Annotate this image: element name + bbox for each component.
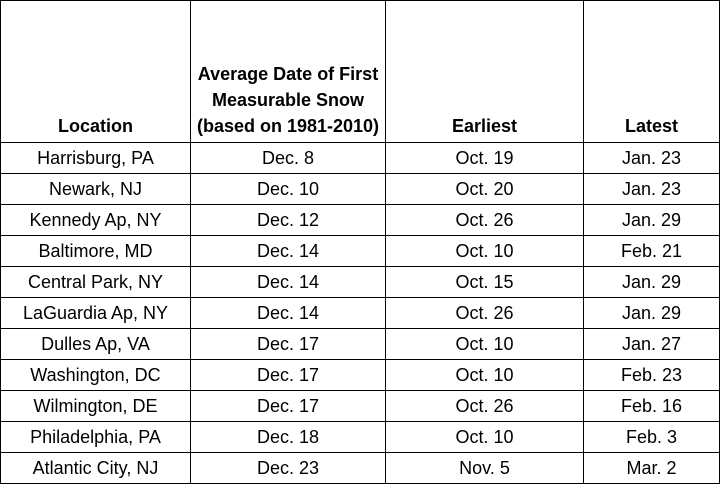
table-cell: Dec. 12 — [190, 204, 386, 236]
table-cell: Oct. 20 — [385, 173, 584, 205]
table-cell: Jan. 29 — [583, 204, 720, 236]
table-cell: Feb. 3 — [583, 421, 720, 453]
table-cell: Dec. 14 — [190, 235, 386, 267]
table-cell: Oct. 26 — [385, 390, 584, 422]
table-cell: Feb. 21 — [583, 235, 720, 267]
table-cell: Newark, NJ — [0, 173, 191, 205]
table-row: Kennedy Ap, NY Dec. 12 Oct. 26 Jan. 29 — [0, 204, 720, 236]
table-cell: Oct. 19 — [385, 142, 584, 174]
table-cell: LaGuardia Ap, NY — [0, 297, 191, 329]
table-cell: Washington, DC — [0, 359, 191, 391]
table-cell: Dec. 14 — [190, 266, 386, 298]
table-cell: Oct. 10 — [385, 421, 584, 453]
table-cell: Jan. 23 — [583, 173, 720, 205]
table-cell: Baltimore, MD — [0, 235, 191, 267]
table-cell: Atlantic City, NJ — [0, 452, 191, 484]
table-row: Wilmington, DE Dec. 17 Oct. 26 Feb. 16 — [0, 390, 720, 422]
table-cell: Dec. 18 — [190, 421, 386, 453]
table-row: Dulles Ap, VA Dec. 17 Oct. 10 Jan. 27 — [0, 328, 720, 360]
table-cell: Dec. 17 — [190, 328, 386, 360]
table-row: Newark, NJ Dec. 10 Oct. 20 Jan. 23 — [0, 173, 720, 205]
table-cell: Harrisburg, PA — [0, 142, 191, 174]
table-cell: Dec. 14 — [190, 297, 386, 329]
table-cell: Dec. 10 — [190, 173, 386, 205]
table-cell: Wilmington, DE — [0, 390, 191, 422]
header-cell: Location — [0, 0, 191, 143]
header-row: Location Average Date of First Measurable… — [0, 0, 720, 143]
table-row: Harrisburg, PA Dec. 8 Oct. 19 Jan. 23 — [0, 142, 720, 174]
table-cell: Oct. 15 — [385, 266, 584, 298]
table-row: Philadelphia, PA Dec. 18 Oct. 10 Feb. 3 — [0, 421, 720, 453]
table-row: Washington, DC Dec. 17 Oct. 10 Feb. 23 — [0, 359, 720, 391]
table-cell: Feb. 16 — [583, 390, 720, 422]
table-cell: Dec. 17 — [190, 359, 386, 391]
table-cell: Jan. 29 — [583, 297, 720, 329]
table-row: LaGuardia Ap, NY Dec. 14 Oct. 26 Jan. 29 — [0, 297, 720, 329]
table-cell: Feb. 23 — [583, 359, 720, 391]
table-row: Atlantic City, NJ Dec. 23 Nov. 5 Mar. 2 — [0, 452, 720, 484]
table-cell: Jan. 29 — [583, 266, 720, 298]
table-body: Harrisburg, PA Dec. 8 Oct. 19 Jan. 23 Newark… — [0, 142, 720, 484]
table-cell: Oct. 10 — [385, 235, 584, 267]
table-row: Central Park, NY Dec. 14 Oct. 15 Jan. 29 — [0, 266, 720, 298]
table-cell: Dec. 8 — [190, 142, 386, 174]
table-cell: Central Park, NY — [0, 266, 191, 298]
table-cell: Dulles Ap, VA — [0, 328, 191, 360]
table-cell: Dec. 23 — [190, 452, 386, 484]
table-cell: Mar. 2 — [583, 452, 720, 484]
table-cell: Oct. 10 — [385, 328, 584, 360]
header-cell: Earliest — [385, 0, 584, 143]
table-cell: Jan. 27 — [583, 328, 720, 360]
table-cell: Jan. 23 — [583, 142, 720, 174]
table-cell: Oct. 26 — [385, 297, 584, 329]
header-cell: Latest — [583, 0, 720, 143]
table-cell: Oct. 10 — [385, 359, 584, 391]
table-cell: Oct. 26 — [385, 204, 584, 236]
table-cell: Nov. 5 — [385, 452, 584, 484]
table-cell: Philadelphia, PA — [0, 421, 191, 453]
header-cell: Average Date of First Measurable Snow (b… — [190, 0, 386, 143]
table-row: Baltimore, MD Dec. 14 Oct. 10 Feb. 21 — [0, 235, 720, 267]
table-cell: Kennedy Ap, NY — [0, 204, 191, 236]
table-cell: Dec. 17 — [190, 390, 386, 422]
